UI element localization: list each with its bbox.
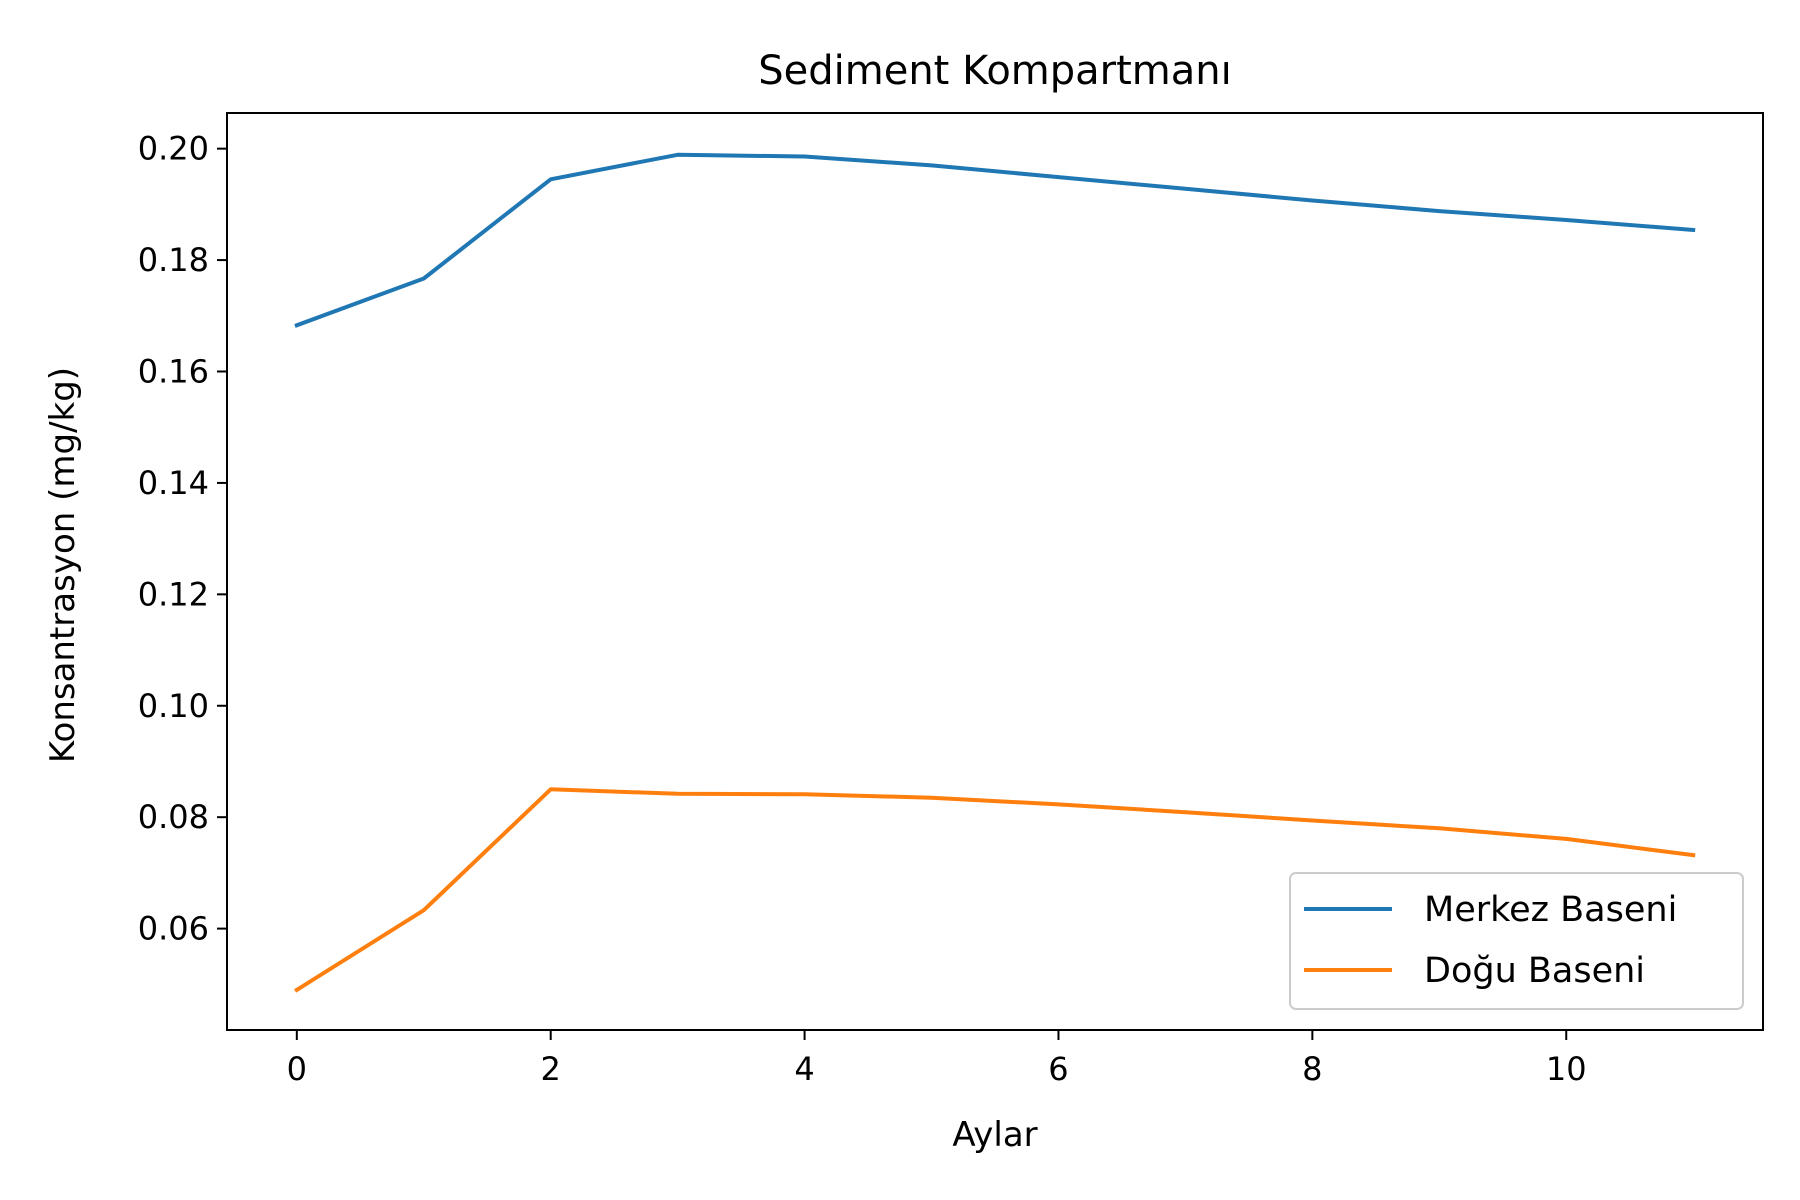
x-tick-label: 0 xyxy=(287,1050,307,1088)
y-tick-label: 0.06 xyxy=(138,910,209,948)
legend-box xyxy=(1289,872,1744,1010)
x-tick-label: 8 xyxy=(1302,1050,1322,1088)
y-tick-label: 0.16 xyxy=(138,352,209,390)
series-line-0 xyxy=(294,152,1696,328)
x-tick-label: 2 xyxy=(541,1050,561,1088)
y-tick-label: 0.08 xyxy=(138,798,209,836)
x-tick-label: 6 xyxy=(1048,1050,1068,1088)
legend-label-1: Doğu Baseni xyxy=(1424,951,1645,991)
plot-area-frame xyxy=(226,112,1764,1031)
y-tick-label: 0.14 xyxy=(138,464,209,502)
legend-label-0: Merkez Baseni xyxy=(1424,890,1677,930)
x-tick-label: 4 xyxy=(794,1050,814,1088)
x-axis-label: Aylar xyxy=(952,1115,1037,1155)
ticks-layer: 0 2 4 6 8 10 0.06 0.08 0.10 0.12 0.14 0.16 0.18 0.20 xyxy=(138,130,1587,1088)
series-line-1 xyxy=(294,787,1696,993)
y-tick-label: 0.12 xyxy=(138,575,209,613)
chart-title: Sediment Kompartmanı xyxy=(758,48,1231,94)
x-tick-label: 10 xyxy=(1546,1050,1587,1088)
y-axis-label: Konsantrasyon (mg/kg) xyxy=(43,367,83,763)
series-layer xyxy=(294,152,1696,993)
legend: Merkez Baseni Doğu Baseni xyxy=(1289,872,1744,1010)
y-tick-label: 0.20 xyxy=(138,130,209,168)
y-tick-label: 0.18 xyxy=(138,241,209,279)
y-tick-label: 0.10 xyxy=(138,687,209,725)
